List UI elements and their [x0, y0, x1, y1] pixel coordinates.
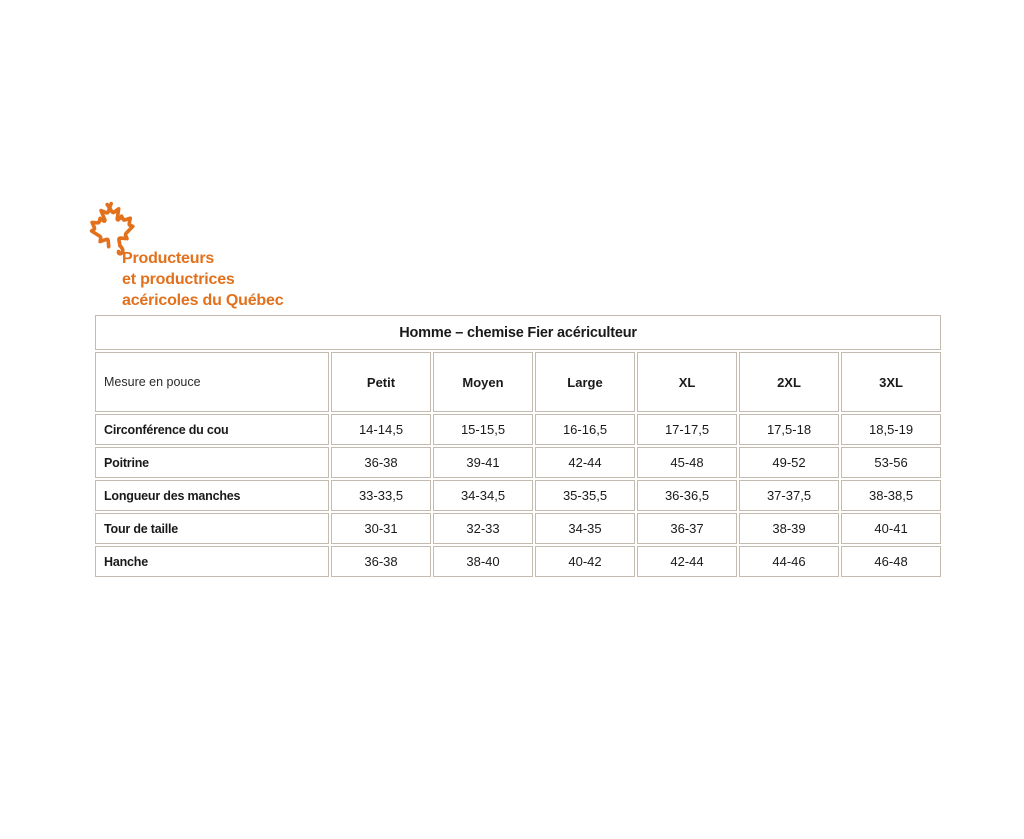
table-row: Hanche 36-38 38-40 40-42 42-44 44-46 46-…	[95, 546, 942, 577]
maple-leaf-icon	[89, 201, 135, 256]
logo-line-3: acéricoles du Québec	[122, 292, 284, 309]
column-header-large: Large	[535, 352, 635, 412]
logo: Producteurs et productrices acéricoles d…	[86, 197, 316, 312]
table-row: Poitrine 36-38 39-41 42-44 45-48 49-52 5…	[95, 447, 942, 478]
column-header-measure: Mesure en pouce	[95, 352, 329, 412]
table-row: Longueur des manches 33-33,5 34-34,5 35-…	[95, 480, 942, 511]
column-header-xl: XL	[637, 352, 737, 412]
row-label-manches: Longueur des manches	[95, 480, 329, 511]
table-cell: 40-42	[535, 546, 635, 577]
row-label-taille: Tour de taille	[95, 513, 329, 544]
table-cell: 36-38	[331, 546, 431, 577]
table-row: Circonférence du cou 14-14,5 15-15,5 16-…	[95, 414, 942, 445]
logo-line-1: Producteurs	[122, 250, 215, 267]
table-cell: 18,5-19	[841, 414, 942, 445]
table-cell: 36-37	[637, 513, 737, 544]
table-cell: 37-37,5	[739, 480, 839, 511]
row-label-poitrine: Poitrine	[95, 447, 329, 478]
table-cell: 15-15,5	[433, 414, 533, 445]
column-header-moyen: Moyen	[433, 352, 533, 412]
size-chart-table: Homme – chemise Fier acériculteur Mesure…	[93, 313, 944, 579]
table-cell: 32-33	[433, 513, 533, 544]
table-cell: 42-44	[535, 447, 635, 478]
column-header-2xl: 2XL	[739, 352, 839, 412]
table-cell: 39-41	[433, 447, 533, 478]
table-cell: 38-39	[739, 513, 839, 544]
table-cell: 45-48	[637, 447, 737, 478]
table-title-row: Homme – chemise Fier acériculteur	[95, 315, 942, 350]
table-cell: 35-35,5	[535, 480, 635, 511]
column-header-petit: Petit	[331, 352, 431, 412]
table-cell: 14-14,5	[331, 414, 431, 445]
column-header-3xl: 3XL	[841, 352, 942, 412]
table-row: Tour de taille 30-31 32-33 34-35 36-37 3…	[95, 513, 942, 544]
table-cell: 30-31	[331, 513, 431, 544]
table-cell: 38-40	[433, 546, 533, 577]
logo-line-2: et productrices	[122, 271, 235, 288]
row-label-cou: Circonférence du cou	[95, 414, 329, 445]
table-cell: 36-36,5	[637, 480, 737, 511]
table-cell: 53-56	[841, 447, 942, 478]
table-cell: 49-52	[739, 447, 839, 478]
table-cell: 46-48	[841, 546, 942, 577]
table-cell: 33-33,5	[331, 480, 431, 511]
table-title: Homme – chemise Fier acériculteur	[95, 315, 942, 350]
table-cell: 17,5-18	[739, 414, 839, 445]
table-cell: 36-38	[331, 447, 431, 478]
table-cell: 40-41	[841, 513, 942, 544]
table-cell: 34-35	[535, 513, 635, 544]
table-cell: 42-44	[637, 546, 737, 577]
table-cell: 34-34,5	[433, 480, 533, 511]
table-cell: 38-38,5	[841, 480, 942, 511]
table-cell: 44-46	[739, 546, 839, 577]
logo-wordmark: Producteurs et productrices acéricoles d…	[122, 248, 284, 311]
table-cell: 17-17,5	[637, 414, 737, 445]
row-label-hanche: Hanche	[95, 546, 329, 577]
table-cell: 16-16,5	[535, 414, 635, 445]
table-header-row: Mesure en pouce Petit Moyen Large XL 2XL…	[95, 352, 942, 412]
